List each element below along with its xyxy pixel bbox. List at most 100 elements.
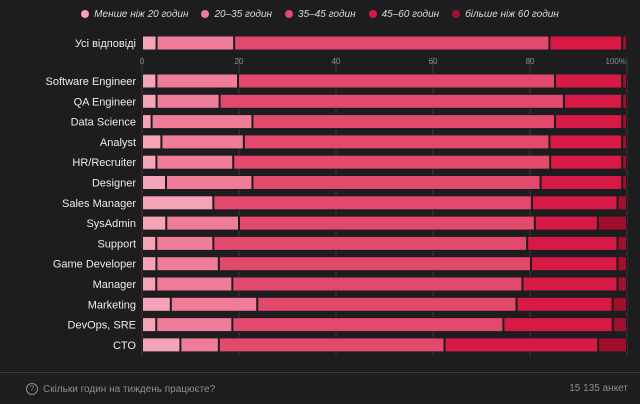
bar-segment xyxy=(142,276,157,292)
bar-segment xyxy=(534,215,598,231)
bar-segment xyxy=(622,175,627,190)
category-row-label: Game Developer xyxy=(53,259,136,271)
legend-swatch xyxy=(285,10,294,18)
legend-item: Менше ніж 20 годин xyxy=(81,9,188,20)
bar-segment xyxy=(622,93,628,109)
bar-segment xyxy=(612,296,627,312)
bar-segment xyxy=(232,317,504,333)
bar-segment xyxy=(622,134,628,150)
bar-segment xyxy=(243,134,550,150)
bar-segment xyxy=(530,256,618,272)
bar-segment xyxy=(142,73,157,89)
category-row-label: Sales Manager xyxy=(62,198,136,210)
survey-question: ? Скільки годин на тиждень працюєте? xyxy=(26,383,215,395)
bar-segment xyxy=(238,73,555,89)
bar-segment xyxy=(156,276,233,292)
category-row-label: Marketing xyxy=(88,299,136,311)
bar-segment xyxy=(540,175,623,190)
bar-segment xyxy=(531,195,618,211)
bar-segment xyxy=(612,317,627,333)
bar-segment xyxy=(549,35,623,51)
bar-segment xyxy=(234,35,550,51)
category-row-label: Support xyxy=(97,238,136,250)
footer: ? Скільки годин на тиждень працюєте? 15 … xyxy=(0,372,640,404)
x-tick-label: 20 xyxy=(235,57,244,66)
bar-segment xyxy=(170,296,258,312)
x-tick-label: 100% xyxy=(606,57,626,66)
category-row-label: QA Engineer xyxy=(74,96,137,108)
bar-segment xyxy=(142,317,157,333)
x-tick-label: 60 xyxy=(429,57,438,66)
legend: Менше ніж 20 годин 20–35 годин 35–45 годин… xyxy=(0,6,640,22)
bar-segment xyxy=(522,276,618,292)
bar-segment xyxy=(166,175,253,190)
category-row-label: Manager xyxy=(93,279,137,291)
x-tick-label: 40 xyxy=(332,57,341,66)
legend-swatch xyxy=(368,10,377,18)
category-row-label: Software Engineer xyxy=(46,76,137,88)
bar-segment xyxy=(617,235,627,251)
bar-segment xyxy=(232,276,523,292)
bar-segment xyxy=(444,337,599,353)
bar-segment xyxy=(142,256,157,272)
legend-label: Менше ніж 20 годин xyxy=(94,8,189,20)
bar-segment xyxy=(622,35,628,51)
bar-segment xyxy=(563,93,623,109)
bar-segment xyxy=(213,235,528,251)
bar-segment xyxy=(617,195,627,211)
bar-segment xyxy=(233,154,551,170)
category-row-label: SysAdmin xyxy=(86,218,136,230)
legend-item: 45–60 годин xyxy=(368,8,440,20)
bar-segment xyxy=(218,337,445,353)
legend-swatch xyxy=(452,10,461,18)
category-row-label: HR/Recruiter xyxy=(72,157,136,169)
bar-segment xyxy=(142,337,181,353)
bar-segment xyxy=(142,195,214,211)
bar-segment xyxy=(213,195,532,211)
legend-swatch xyxy=(201,10,210,18)
bar-segment xyxy=(156,317,233,333)
bar-segment xyxy=(257,296,517,312)
bar-segment xyxy=(156,73,239,89)
legend-label: 45–60 годин xyxy=(381,8,440,20)
summary-row-label: Усі відповіді xyxy=(75,38,136,50)
bar-segment xyxy=(516,296,613,312)
bar-segment xyxy=(219,93,564,109)
legend-label: 35–45 годин xyxy=(298,8,356,20)
legend-label: більше ніж 60 годин xyxy=(465,8,559,20)
legend-item: 20–35 годин xyxy=(201,9,272,20)
response-count: 15 135 анкет xyxy=(569,383,628,394)
bar-segment xyxy=(622,73,627,89)
bar-segment xyxy=(156,154,234,170)
bar-segment xyxy=(527,235,618,251)
x-tick-label: 80 xyxy=(526,57,535,66)
category-row-label: Analyst xyxy=(100,137,136,149)
bar-segment xyxy=(161,134,244,150)
survey-question-text: Скільки годин на тиждень працюєте? xyxy=(43,383,216,395)
bar-segment xyxy=(617,276,627,292)
legend-item: більше ніж 60 годин xyxy=(452,9,559,20)
category-row-label: Designer xyxy=(92,178,136,190)
stacked-bar-chart: 0 20 40 60 80 100% Усі відповіді Software Engin… xyxy=(46,35,628,356)
legend-item: 35–45 годин xyxy=(285,9,356,20)
x-tick-label: 0 xyxy=(140,57,145,66)
bar-segment xyxy=(142,215,167,231)
bar-segment xyxy=(239,215,535,231)
bar-segment xyxy=(622,154,627,170)
category-row-label: DevOps, SRE xyxy=(68,320,136,332)
bar-segment xyxy=(142,175,167,190)
bar-segment xyxy=(503,317,613,333)
category-row-label: CTO xyxy=(113,340,136,352)
question-circle-icon: ? xyxy=(26,383,38,395)
legend-swatch xyxy=(81,10,90,18)
bar-segment xyxy=(142,93,157,109)
bar-segment xyxy=(598,337,627,353)
bar-segment xyxy=(142,134,162,150)
bar-segment xyxy=(622,114,627,130)
bar-segment xyxy=(180,337,219,353)
bar-segment xyxy=(156,235,214,251)
bar-segment xyxy=(554,73,623,89)
bar-segment xyxy=(156,93,220,109)
bar-segment xyxy=(218,256,531,272)
bar-segment xyxy=(156,35,235,51)
